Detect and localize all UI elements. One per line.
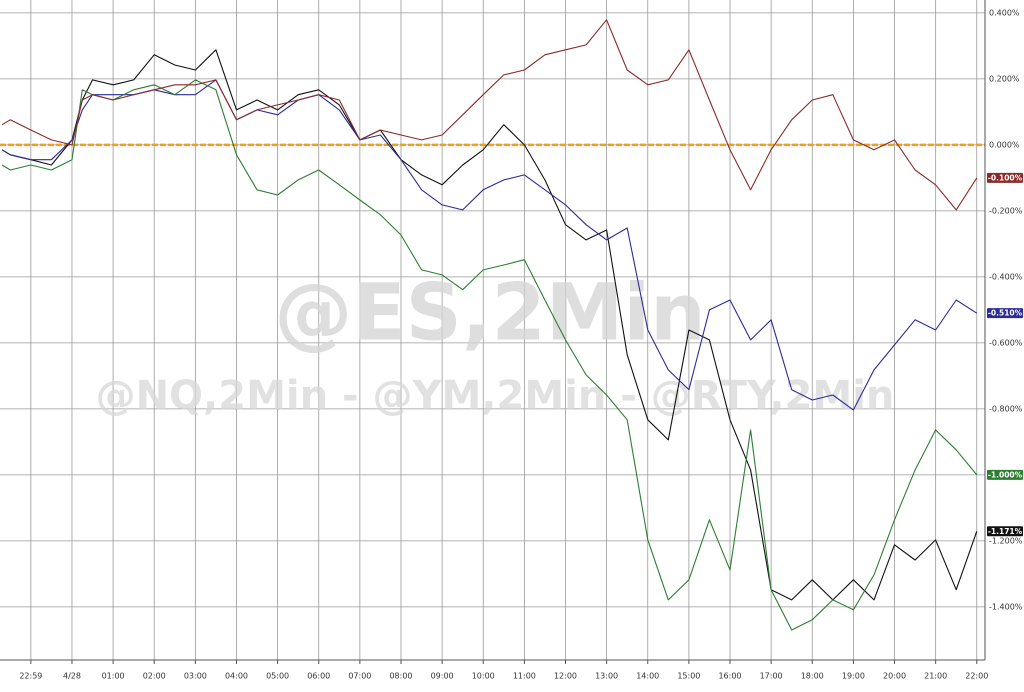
- y-tick-label: -1.200%: [989, 536, 1023, 545]
- end-badge: [987, 172, 1023, 183]
- x-tick-label: 02:00: [143, 672, 166, 681]
- y-tick-label: -1.400%: [989, 602, 1023, 611]
- x-tick-label: 20:00: [883, 672, 906, 681]
- x-tick-label: 09:00: [431, 672, 454, 681]
- y-tick-label: -0.600%: [989, 338, 1023, 347]
- lines: [0, 19, 985, 631]
- subwatermark: @NQ,2Min - @YM,2Min - @RTY,2Min: [96, 373, 895, 419]
- y-tick-label: -0.800%: [989, 404, 1023, 413]
- y-tick-label: -0.200%: [989, 206, 1023, 215]
- series-line: [1, 79, 978, 631]
- x-tick-label: 17:00: [760, 672, 783, 681]
- x-tick-label: 4/28: [63, 672, 81, 681]
- x-tick-label: 15:00: [677, 672, 700, 681]
- end-label: -1.171%: [988, 527, 1023, 536]
- end-label: -1.000%: [988, 470, 1023, 479]
- watermark: @ES,2Min: [274, 268, 705, 358]
- x-tick-label: 19:00: [842, 672, 865, 681]
- series-line: [1, 49, 978, 601]
- series-line: [1, 19, 978, 211]
- y-tick-label: -0.400%: [989, 272, 1023, 281]
- x-tick-label: 03:00: [184, 672, 207, 681]
- x-tick-label: 04:00: [225, 672, 248, 681]
- x-tick-label: 22:00: [965, 672, 988, 681]
- y-tick-label: 0.400%: [989, 8, 1020, 17]
- x-tick-label: 11:00: [513, 672, 536, 681]
- x-tick-label: 22:59: [19, 672, 42, 681]
- x-tick-label: 06:00: [307, 672, 330, 681]
- y-tick-label: 0.200%: [989, 74, 1020, 83]
- y-tick-label: 0.000%: [989, 140, 1020, 149]
- end-badge: [987, 526, 1023, 537]
- end-badge: [987, 308, 1023, 319]
- x-tick-label: 05:00: [266, 672, 289, 681]
- labels: 0.400% 0.200% 0.000% -0.200% -0.400% -0.600% -…: [19, 8, 1023, 681]
- x-tick-label: 01:00: [102, 672, 125, 681]
- x-tick-label: 14:00: [636, 672, 659, 681]
- x-tick-label: 16:00: [718, 672, 741, 681]
- end-label: -0.510%: [988, 309, 1023, 318]
- x-tick-label: 18:00: [801, 672, 824, 681]
- x-tick-label: 13:00: [595, 672, 618, 681]
- x-tick-label: 21:00: [924, 672, 947, 681]
- x-tick-label: 07:00: [348, 672, 371, 681]
- x-tick-label: 12:00: [554, 672, 577, 681]
- end-badge: [987, 469, 1023, 480]
- end-label: -0.100%: [988, 173, 1023, 182]
- x-tick-label: 08:00: [389, 672, 412, 681]
- x-tick-label: 10:00: [472, 672, 495, 681]
